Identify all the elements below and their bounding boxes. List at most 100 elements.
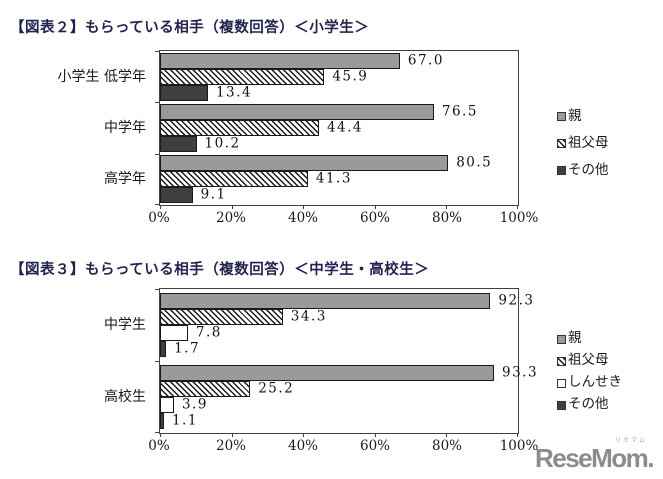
chart1-category-labels: 小学生 低学年中学年高学年 bbox=[0, 50, 153, 206]
chart2-title: 【図表３】もらっている相手（複数回答）＜中学生・高校生＞ bbox=[10, 261, 430, 278]
bar-value-label: 92.3 bbox=[498, 292, 535, 309]
legend-label: しんせき bbox=[568, 374, 622, 391]
x-axis-tick bbox=[446, 433, 448, 437]
resemom-logo: リセマム ReseMom. bbox=[534, 438, 655, 473]
chart2-plot-area: 92.3 34.3 7.8 1.7 93.3 25.2 3.9 1.1 bbox=[155, 288, 537, 437]
legend-marker-icon bbox=[557, 356, 566, 366]
x-axis-tick bbox=[303, 433, 305, 437]
legend-item-その他: その他 bbox=[557, 394, 622, 416]
category-label: 中学生 bbox=[104, 317, 146, 333]
y-axis-tick bbox=[155, 289, 160, 290]
category-label: 小学生 低学年 bbox=[57, 68, 146, 85]
bar-その他 bbox=[160, 413, 164, 429]
bar-value-label: 41.3 bbox=[315, 170, 352, 187]
legend-marker-icon bbox=[557, 112, 566, 121]
y-axis-tick bbox=[155, 361, 160, 362]
x-axis-tick-label: 60% bbox=[359, 210, 391, 226]
bar-value-label: 25.2 bbox=[258, 380, 295, 397]
chart2-category-labels: 中学生 高校生 bbox=[0, 288, 153, 434]
x-axis-tick bbox=[231, 433, 233, 437]
legend-label: 親 bbox=[568, 330, 582, 347]
legend-label: 祖父母 bbox=[568, 134, 609, 151]
legend-item-祖父母: 祖父母 bbox=[557, 350, 622, 372]
chart1-legend: 親祖父母 その他 bbox=[557, 103, 609, 184]
legend-item-その他: その他 bbox=[557, 157, 609, 184]
x-axis-tick bbox=[231, 205, 233, 209]
bar-その他 bbox=[160, 341, 167, 357]
bar-その他 bbox=[160, 84, 208, 101]
legend-marker-icon bbox=[557, 139, 566, 148]
x-axis-tick-label: 100% bbox=[499, 210, 539, 226]
bar-祖父母 bbox=[160, 120, 319, 136]
bar-その他 bbox=[160, 136, 197, 152]
legend-label: 祖父母 bbox=[568, 352, 609, 369]
legend-label: その他 bbox=[568, 396, 609, 413]
legend-item-祖父母: 祖父母 bbox=[557, 130, 609, 157]
bar-value-label: 1.1 bbox=[171, 412, 198, 429]
x-axis-tick bbox=[517, 205, 518, 209]
x-axis-tick-label: 0% bbox=[148, 210, 170, 226]
bar-親 bbox=[160, 293, 491, 309]
x-axis-tick bbox=[160, 433, 161, 437]
legend-item-親: 親 bbox=[557, 103, 609, 130]
bar-value-label: 93.3 bbox=[502, 364, 539, 381]
bar-value-label: 3.9 bbox=[181, 396, 208, 413]
bar-value-label: 76.5 bbox=[441, 103, 478, 120]
legend-marker-icon bbox=[557, 378, 566, 388]
resemom-logo-text: ReseMom. bbox=[534, 443, 655, 473]
x-axis-tick-label: 40% bbox=[287, 438, 319, 454]
bar-祖父母 bbox=[160, 171, 308, 188]
legend-item-親: 親 bbox=[557, 328, 622, 350]
legend-label: 親 bbox=[568, 107, 582, 124]
x-axis-tick-label: 100% bbox=[499, 438, 539, 454]
bar-親 bbox=[160, 155, 449, 172]
bar-親 bbox=[160, 52, 400, 69]
y-axis-tick bbox=[155, 102, 160, 103]
bar-value-label: 13.4 bbox=[215, 83, 253, 100]
x-axis-tick-label: 40% bbox=[287, 210, 319, 226]
category-label: 高校生 bbox=[104, 389, 146, 405]
bar-その他 bbox=[160, 187, 193, 204]
chart1-title: 【図表２】もらっている相手（複数回答）＜小学生＞ bbox=[10, 19, 370, 36]
y-axis-tick bbox=[155, 204, 160, 205]
x-axis-tick-label: 0% bbox=[148, 438, 170, 454]
bar-value-label: 7.8 bbox=[195, 324, 222, 341]
bar-value-label: 45.9 bbox=[332, 67, 369, 84]
x-axis-tick bbox=[446, 205, 448, 209]
x-axis-tick bbox=[517, 433, 518, 437]
legend-marker-icon bbox=[557, 166, 566, 175]
bar-value-label: 10.2 bbox=[204, 135, 241, 152]
y-axis-tick bbox=[155, 154, 160, 155]
x-axis-tick-label: 20% bbox=[215, 210, 247, 226]
chart2-x-axis-labels: 0% 20% 40% 60% 80% 100% bbox=[148, 438, 538, 456]
bar-value-label: 1.7 bbox=[174, 340, 201, 357]
chart1-x-axis-labels: 0% 20% 40% 60% 80% 100% bbox=[148, 210, 538, 228]
bar-親 bbox=[160, 104, 434, 120]
bar-祖父母 bbox=[160, 68, 325, 85]
x-axis-tick bbox=[160, 205, 161, 209]
resemom-logo-ruby: リセマム bbox=[614, 438, 647, 444]
x-axis-tick-label: 60% bbox=[359, 438, 391, 454]
bar-value-label: 80.5 bbox=[456, 154, 493, 171]
x-axis-tick bbox=[374, 205, 376, 209]
legend-marker-icon bbox=[557, 400, 566, 410]
bar-value-label: 9.1 bbox=[200, 186, 227, 203]
bar-しんせき bbox=[160, 397, 174, 413]
bar-親 bbox=[160, 365, 494, 381]
chart2-legend: 親祖父母しんせきその他 bbox=[557, 328, 622, 416]
category-label: 中学年 bbox=[104, 119, 146, 136]
y-axis-tick bbox=[155, 51, 160, 52]
x-axis-tick-label: 80% bbox=[431, 438, 463, 454]
category-label: 高学年 bbox=[104, 171, 146, 188]
bar-祖父母 bbox=[160, 309, 283, 325]
bar-value-label: 67.0 bbox=[407, 51, 444, 68]
legend-label: その他 bbox=[568, 161, 609, 178]
legend-item-しんせき: しんせき bbox=[557, 372, 622, 394]
bar-祖父母 bbox=[160, 381, 251, 397]
bar-しんせき bbox=[160, 325, 188, 341]
legend-marker-icon bbox=[557, 334, 566, 344]
x-axis-tick bbox=[303, 205, 305, 209]
x-axis-tick bbox=[374, 433, 376, 437]
x-axis-tick-label: 20% bbox=[215, 438, 247, 454]
